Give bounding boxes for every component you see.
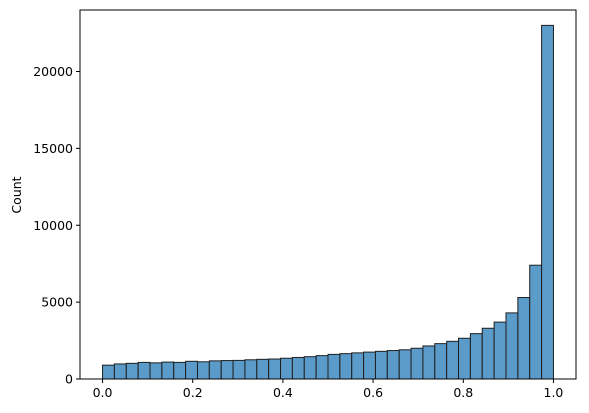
histogram-bar (102, 364, 115, 380)
histogram-bar (220, 360, 234, 380)
histogram-bar (196, 361, 210, 380)
y-tick-label: 5000 (41, 295, 73, 310)
y-axis-ticks: 0 5000 10000 15000 20000 (33, 64, 80, 387)
histogram-bar (137, 361, 151, 380)
histogram-bar (458, 337, 471, 380)
histogram-bar (268, 358, 282, 380)
histogram-bar (327, 353, 341, 380)
histogram-bar (161, 361, 175, 380)
histogram-bar (446, 340, 460, 380)
histogram-bar (113, 363, 127, 380)
histogram-bar (469, 333, 483, 380)
x-tick-label: 0.6 (363, 385, 383, 400)
histogram-bar (493, 321, 507, 380)
histogram-bar (291, 356, 305, 380)
histogram-bar (434, 343, 448, 380)
histogram-bar (208, 360, 222, 380)
histogram-bar (303, 356, 317, 380)
histogram-bar (505, 312, 519, 380)
histogram-bar (410, 347, 424, 380)
histogram-bar (529, 264, 543, 380)
histogram-bar (517, 297, 531, 380)
x-tick-label: 0.4 (273, 385, 293, 400)
histogram-bar (351, 352, 365, 380)
histogram-bar (363, 351, 376, 380)
histogram-bar (481, 327, 495, 380)
histogram-bar (339, 353, 353, 380)
histogram-bar (422, 345, 436, 380)
histogram-bar (280, 357, 293, 380)
histogram-bar (185, 360, 198, 380)
histogram-bar (125, 362, 139, 380)
y-tick-label: 10000 (33, 218, 73, 233)
x-axis-ticks: 0.0 0.2 0.4 0.6 0.8 1.0 (93, 379, 564, 400)
y-axis-label: Count (9, 176, 24, 213)
y-tick-label: 20000 (33, 64, 73, 79)
histogram-bar (244, 359, 258, 380)
y-tick-label: 0 (65, 372, 73, 387)
histogram-bar (149, 362, 163, 380)
x-tick-label: 0.8 (453, 385, 473, 400)
histogram-bar (386, 350, 400, 380)
x-tick-label: 0.2 (183, 385, 203, 400)
histogram-bar (232, 359, 246, 380)
histogram-bars (102, 24, 554, 380)
histogram-bar (541, 24, 554, 380)
histogram-bar (315, 355, 329, 380)
histogram-bar (173, 361, 187, 380)
histogram-bar (256, 358, 270, 380)
y-tick-label: 15000 (33, 141, 73, 156)
histogram-bar (374, 350, 388, 380)
axes-frame (79, 9, 577, 380)
histogram-bar (398, 349, 412, 380)
x-tick-label: 1.0 (544, 385, 564, 400)
x-tick-label: 0.0 (93, 385, 113, 400)
